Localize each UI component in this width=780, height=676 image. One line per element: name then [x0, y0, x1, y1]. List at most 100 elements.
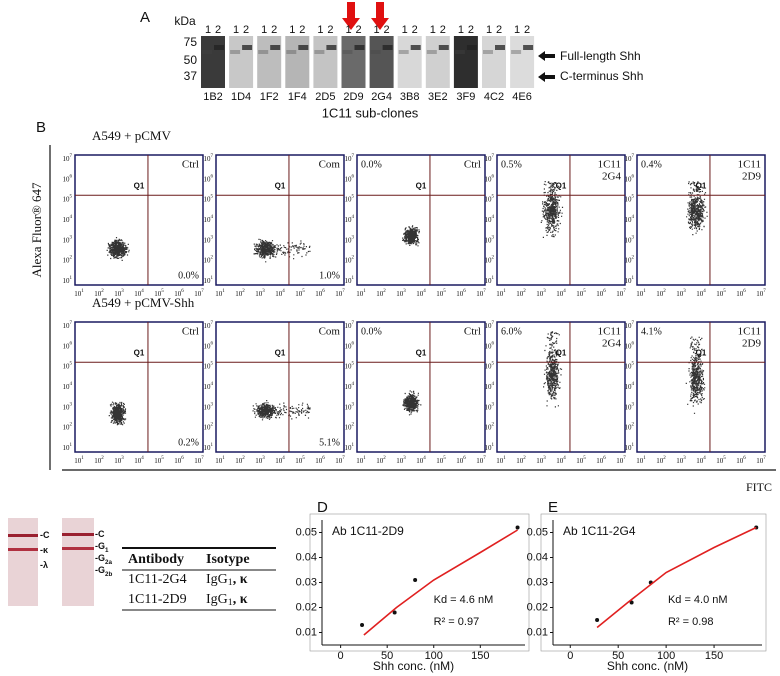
tick-base: 10 — [335, 290, 343, 298]
tick-exponent: 3 — [70, 235, 73, 240]
tick-base: 10 — [556, 457, 564, 465]
tick-exponent: 1 — [632, 276, 635, 281]
y-tick-label: 101 — [485, 276, 495, 284]
tick-exponent: 4 — [211, 215, 214, 220]
chart-title: Ab 1C11-2G4 — [563, 524, 636, 538]
x-tick-label: 104 — [556, 289, 566, 297]
y-tick-label: 102 — [204, 423, 214, 431]
tick-exponent: 1 — [492, 276, 495, 281]
x-tick-label: 101 — [496, 289, 506, 297]
tick-exponent: 2 — [352, 423, 355, 428]
data-point — [392, 610, 397, 615]
text-part: IgG — [206, 592, 228, 607]
plot-label: Ctrl — [182, 159, 199, 171]
x-tick-label: 104 — [134, 289, 144, 297]
tick-exponent: 5 — [492, 195, 495, 200]
tick-exponent: 2 — [242, 456, 245, 461]
tick-base: 10 — [215, 457, 223, 465]
tick-exponent: 6 — [463, 289, 466, 294]
y-tick-label: 103 — [204, 402, 214, 410]
y-tick-label: 107 — [345, 321, 355, 329]
tick-exponent: 2 — [663, 456, 666, 461]
percent-label: 0.5% — [501, 159, 522, 170]
lane-label: 1 — [261, 24, 267, 36]
x-tick-label: 104 — [275, 456, 285, 464]
y-tick-label: 107 — [345, 154, 355, 162]
x-tick-label: 105 — [576, 456, 586, 464]
y-tick-label: 106 — [485, 174, 495, 182]
y-tick-label: 106 — [625, 174, 635, 182]
blot-band — [286, 50, 297, 54]
tick-base: 10 — [345, 444, 353, 452]
band-arrow — [538, 51, 555, 61]
tick-exponent: 1 — [81, 289, 84, 294]
table-cell: 1C11-2D9 — [128, 592, 187, 607]
tick-base: 10 — [636, 457, 644, 465]
band-label: Full-length Shh — [560, 49, 641, 63]
lane-label: 1 — [514, 24, 520, 36]
y-tick-label: 103 — [485, 402, 495, 410]
blot-strip — [201, 36, 225, 88]
tick-exponent: 7 — [763, 456, 766, 461]
tick-exponent: 4 — [632, 215, 635, 220]
tick-exponent: 6 — [322, 456, 325, 461]
x-tick-label: 103 — [396, 456, 406, 464]
tick-base: 10 — [625, 403, 633, 411]
tick-exponent: 2 — [632, 256, 635, 261]
x-tick-label: 50 — [381, 650, 393, 662]
tick-exponent: 2 — [523, 456, 526, 461]
y-tick-label: 0.03 — [527, 576, 548, 588]
tick-exponent: 7 — [201, 289, 204, 294]
strip-label: -C — [40, 530, 50, 540]
y-tick-label: 102 — [63, 423, 73, 431]
tick-base: 10 — [255, 290, 263, 298]
tick-exponent: 7 — [623, 289, 626, 294]
event-dots — [543, 331, 563, 408]
y-tick-label: 107 — [204, 321, 214, 329]
tick-base: 10 — [114, 290, 122, 298]
tick-exponent: 3 — [70, 402, 73, 407]
x-tick-label: 100 — [425, 650, 443, 662]
tick-base: 10 — [204, 403, 212, 411]
x-tick-label: 106 — [596, 289, 606, 297]
y-tick-label: 107 — [63, 154, 73, 162]
tick-base: 10 — [194, 457, 202, 465]
quadrant-label: Q1 — [134, 348, 145, 357]
tick-exponent: 2 — [101, 289, 104, 294]
tick-exponent: 4 — [352, 215, 355, 220]
tick-base: 10 — [74, 290, 82, 298]
quadrant-label: Q1 — [134, 181, 145, 190]
tick-base: 10 — [345, 342, 353, 350]
y-tick-label: 103 — [485, 235, 495, 243]
tick-base: 10 — [315, 290, 323, 298]
clone-label: 3E2 — [428, 91, 448, 103]
text-part: -κ — [40, 545, 49, 555]
row-title: A549 + pCMV — [92, 128, 171, 143]
tick-base: 10 — [376, 290, 384, 298]
blot-strip — [341, 36, 366, 88]
blot-band — [258, 50, 269, 54]
x-tick-label: 107 — [335, 456, 345, 464]
tick-base: 10 — [436, 290, 444, 298]
x-tick-label: 101 — [636, 456, 646, 464]
tick-base: 10 — [275, 290, 283, 298]
x-tick-label: 101 — [356, 289, 366, 297]
tick-base: 10 — [485, 403, 493, 411]
tick-base: 10 — [204, 195, 212, 203]
quadrant-label: Q1 — [275, 348, 286, 357]
y-axis-label: Alexa Fluor® 647 — [29, 182, 44, 278]
y-tick-label: 106 — [485, 341, 495, 349]
clone-label: 2G4 — [371, 91, 392, 103]
tick-exponent: 7 — [342, 456, 345, 461]
tick-exponent: 3 — [543, 456, 546, 461]
tick-exponent: 3 — [492, 235, 495, 240]
tick-exponent: 2 — [632, 423, 635, 428]
tick-base: 10 — [576, 457, 584, 465]
lane-label: 1 — [317, 24, 323, 36]
tick-exponent: 6 — [492, 341, 495, 346]
plot-label: Ctrl — [464, 326, 481, 338]
tick-exponent: 5 — [161, 456, 164, 461]
y-tick-label: 101 — [204, 443, 214, 451]
tick-base: 10 — [194, 290, 202, 298]
annotation: R² = 0.98 — [668, 616, 714, 628]
